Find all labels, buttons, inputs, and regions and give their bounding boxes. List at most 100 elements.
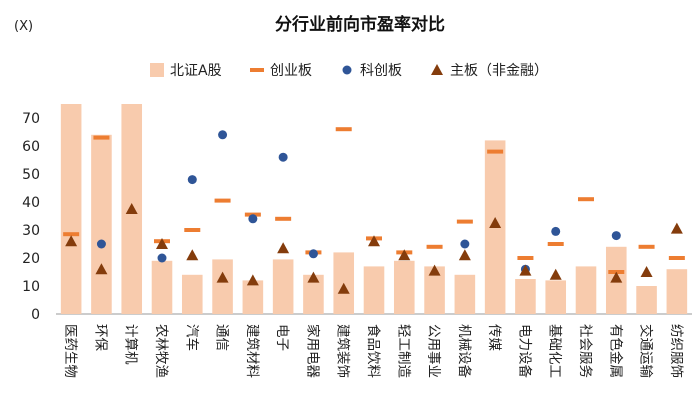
y-tick-label: 50 bbox=[22, 167, 40, 183]
dot-marker bbox=[308, 249, 318, 259]
bar-汽车 bbox=[181, 274, 203, 314]
x-category-label: 公用事业 bbox=[426, 324, 442, 378]
bar-机械设备 bbox=[454, 274, 476, 314]
bar-家用电器 bbox=[303, 274, 324, 314]
dash-marker bbox=[214, 198, 231, 203]
triangle-marker bbox=[398, 249, 411, 261]
dash-marker bbox=[668, 256, 685, 260]
x-category-label: 建筑装饰 bbox=[335, 324, 351, 378]
x-category-label: 有色金属 bbox=[607, 324, 624, 378]
bar-社会服务 bbox=[575, 266, 597, 314]
dot-marker bbox=[96, 239, 106, 249]
x-category-label: 农林牧渔 bbox=[153, 324, 169, 378]
y-tick-label: 40 bbox=[22, 195, 40, 211]
triangle-marker bbox=[337, 282, 350, 294]
x-category-label: 计算机 bbox=[123, 324, 139, 365]
x-category-label: 通信 bbox=[214, 324, 230, 351]
x-category-label: 电子 bbox=[274, 324, 290, 351]
x-category-label: 社会服务 bbox=[577, 324, 593, 378]
y-tick-label: 60 bbox=[22, 139, 40, 155]
y-tick-label: 30 bbox=[22, 223, 40, 239]
dash-marker bbox=[184, 228, 201, 232]
dot-marker bbox=[187, 175, 197, 185]
triangle-marker bbox=[95, 263, 108, 275]
legend: 北证A股 创业板 科创板 主板（非金融） bbox=[150, 63, 548, 79]
legend-swatch-bar bbox=[150, 63, 164, 77]
dash-marker bbox=[638, 244, 655, 249]
dot-marker bbox=[551, 226, 561, 236]
dot-marker bbox=[278, 152, 288, 162]
bar-农林牧渔 bbox=[151, 260, 173, 314]
bar-公用事业 bbox=[424, 266, 445, 314]
dash-marker bbox=[456, 219, 473, 224]
x-category-label: 电力设备 bbox=[516, 324, 533, 378]
dash-marker bbox=[93, 135, 110, 140]
triangle-marker bbox=[65, 235, 78, 247]
dash-marker bbox=[335, 127, 352, 132]
triangle-marker bbox=[307, 271, 320, 283]
bar-建筑材料 bbox=[242, 280, 264, 314]
triangle-marker bbox=[368, 235, 380, 247]
bar-轻工制造 bbox=[393, 260, 415, 314]
legend-label: 科创板 bbox=[360, 63, 402, 79]
y-tick-label: 70 bbox=[22, 111, 40, 127]
triangle-marker bbox=[277, 242, 290, 254]
x-category-label: 交通运输 bbox=[638, 324, 655, 378]
x-category-label: 医药生物 bbox=[62, 324, 78, 378]
triangle-marker bbox=[458, 249, 471, 261]
bar-电力设备 bbox=[515, 279, 536, 314]
triangle-marker bbox=[246, 274, 259, 286]
bar-电子 bbox=[272, 259, 294, 314]
dash-marker bbox=[487, 149, 504, 154]
bar-食品饮料 bbox=[363, 266, 385, 314]
triangle-marker bbox=[428, 264, 441, 276]
triangle-marker bbox=[489, 217, 502, 228]
triangle-marker bbox=[125, 203, 138, 214]
dash-marker bbox=[275, 216, 292, 221]
dot-marker bbox=[248, 214, 258, 224]
dot-marker bbox=[460, 239, 470, 249]
dash-marker bbox=[426, 244, 443, 249]
bar-通信 bbox=[212, 259, 233, 314]
legend-label: 创业板 bbox=[270, 63, 312, 79]
triangle-marker bbox=[216, 271, 229, 283]
bar-基础化工 bbox=[545, 280, 567, 314]
triangle-marker bbox=[610, 271, 623, 283]
y-tick-label: 0 bbox=[31, 307, 40, 323]
legend-swatch-dot bbox=[342, 65, 352, 75]
plot-area: 0 10 20 30 40 50 60 70 医药生物 环保 计算机 农林牧渔 汽车 通信 建筑材料 电子 家用… bbox=[22, 104, 692, 378]
y-tick-label: 20 bbox=[22, 251, 40, 267]
triangle-marker bbox=[640, 266, 653, 277]
legend-label: 主板（非金融） bbox=[450, 63, 548, 79]
chart-title: 分行业前向市盈率对比 bbox=[275, 14, 445, 35]
x-category-label: 家用电器 bbox=[304, 324, 321, 378]
triangle-marker bbox=[156, 238, 168, 249]
dash-marker bbox=[547, 242, 564, 246]
dot-marker bbox=[157, 253, 167, 263]
bar-环保 bbox=[91, 134, 112, 314]
unit-label: (X) bbox=[14, 19, 33, 34]
x-category-label: 食品饮料 bbox=[365, 324, 382, 378]
dash-marker bbox=[63, 232, 80, 237]
x-category-label: 基础化工 bbox=[547, 324, 564, 378]
bar-纺织服饰 bbox=[666, 269, 688, 314]
triangle-marker bbox=[186, 249, 199, 261]
dash-marker bbox=[578, 197, 594, 202]
triangle-marker bbox=[549, 268, 562, 280]
bar-医药生物 bbox=[60, 104, 82, 314]
x-category-label: 轻工制造 bbox=[395, 324, 411, 378]
x-category-label: 传媒 bbox=[486, 324, 502, 351]
x-category-label: 建筑材料 bbox=[244, 324, 260, 378]
legend-label: 北证A股 bbox=[170, 63, 222, 79]
triangle-marker bbox=[519, 264, 532, 276]
dot-marker bbox=[218, 130, 228, 140]
x-category-label: 汽车 bbox=[183, 324, 200, 351]
x-category-label: 环保 bbox=[92, 324, 108, 351]
legend-swatch-triangle bbox=[431, 64, 443, 75]
bar-交通运输 bbox=[636, 286, 657, 314]
dash-marker bbox=[517, 256, 534, 260]
triangle-marker bbox=[670, 222, 683, 234]
x-category-label: 纺织服饰 bbox=[668, 324, 684, 378]
x-category-label: 机械设备 bbox=[456, 324, 473, 378]
